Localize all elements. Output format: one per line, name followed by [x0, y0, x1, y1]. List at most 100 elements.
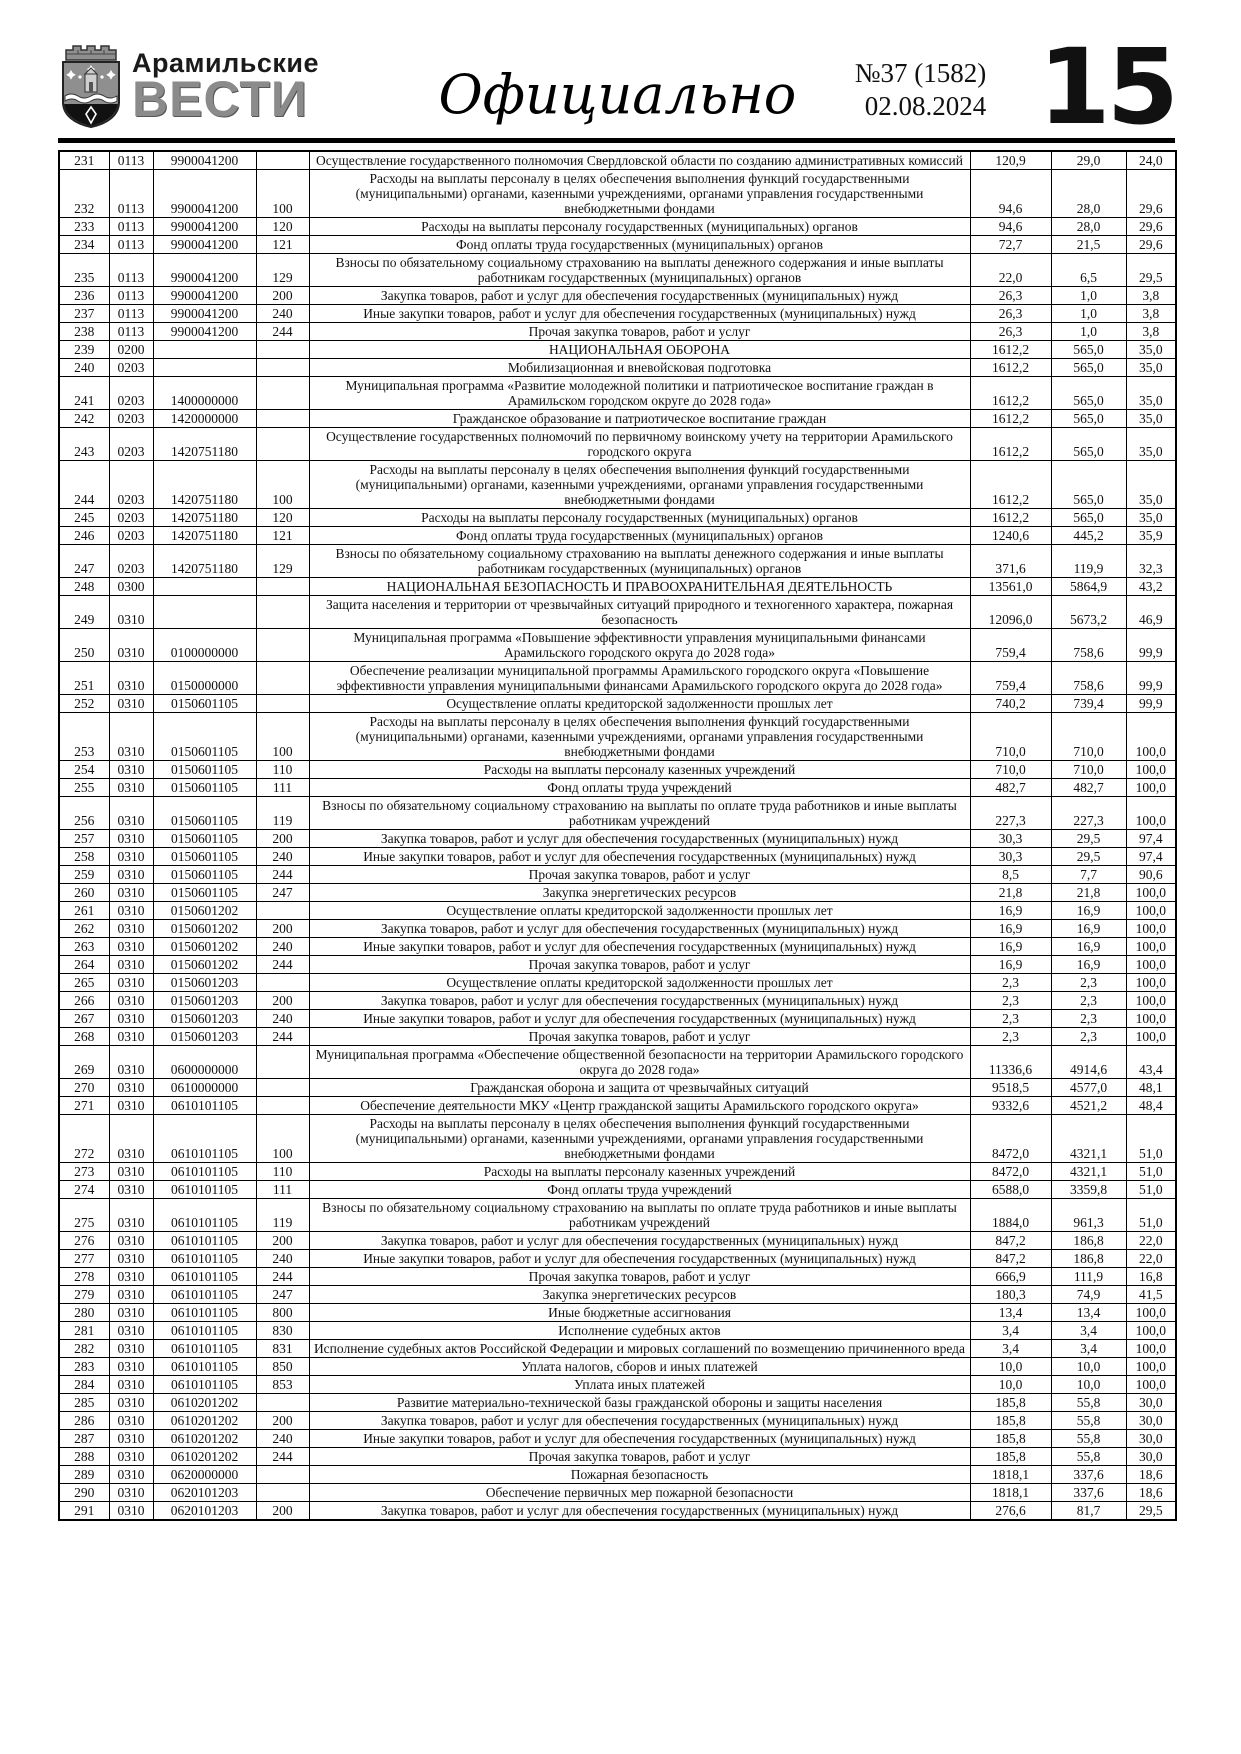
- percent-cell: 100,0: [1125, 937, 1177, 956]
- table-row: 268 0310 0150601203 244 Прочая закупка товар…: [58, 1027, 1177, 1046]
- table-row: 249 0310 Защита населения и территории от …: [58, 595, 1177, 629]
- executed-cell: 29,5: [1050, 829, 1127, 848]
- executed-cell: 758,6: [1050, 628, 1127, 662]
- row-number-cell: 238: [58, 322, 110, 341]
- plan-cell: 30,3: [969, 847, 1052, 866]
- target-article-cell: 0150601203: [152, 973, 257, 992]
- table-row: 234 0113 9900041200 121 Фонд оплаты труда го…: [58, 235, 1177, 254]
- expense-type-cell: 129: [255, 544, 310, 578]
- percent-cell: 29,5: [1125, 1501, 1177, 1521]
- name-cell: Муниципальная программа «Обеспечение общ…: [308, 1045, 971, 1079]
- plan-cell: 847,2: [969, 1249, 1052, 1268]
- executed-cell: 186,8: [1050, 1249, 1127, 1268]
- table-row: 284 0310 0610101105 853 Уплата иных платежей…: [58, 1375, 1177, 1394]
- row-number-cell: 268: [58, 1027, 110, 1046]
- target-article-cell: 1420751180: [152, 460, 257, 509]
- executed-cell: 7,7: [1050, 865, 1127, 884]
- section-code-cell: 0310: [108, 1501, 154, 1521]
- target-article-cell: 9900041200: [152, 304, 257, 323]
- percent-cell: 46,9: [1125, 595, 1177, 629]
- table-row: 259 0310 0150601105 244 Прочая закупка товар…: [58, 865, 1177, 884]
- row-number-cell: 248: [58, 577, 110, 596]
- plan-cell: 759,4: [969, 661, 1052, 695]
- section-code-cell: 0300: [108, 577, 154, 596]
- executed-cell: 29,5: [1050, 847, 1127, 866]
- table-row: 286 0310 0610201202 200 Закупка товаров, раб…: [58, 1411, 1177, 1430]
- row-number-cell: 282: [58, 1339, 110, 1358]
- section-code-cell: 0310: [108, 1162, 154, 1181]
- table-row: 285 0310 0610201202 Развитие материально-те…: [58, 1393, 1177, 1412]
- row-number-cell: 246: [58, 526, 110, 545]
- row-number-cell: 285: [58, 1393, 110, 1412]
- plan-cell: 185,8: [969, 1429, 1052, 1448]
- table-row: 239 0200 НАЦИОНАЛЬНАЯ ОБОРОНА 1612,2 565,0 35…: [58, 340, 1177, 359]
- name-cell: Уплата налогов, сборов и иных платежей: [308, 1357, 971, 1376]
- percent-cell: 100,0: [1125, 1357, 1177, 1376]
- name-cell: НАЦИОНАЛЬНАЯ БЕЗОПАСНОСТЬ И ПРАВООХРАНИТ…: [308, 577, 971, 596]
- section-code-cell: 0310: [108, 1231, 154, 1250]
- expense-type-cell: [255, 694, 310, 713]
- percent-cell: 48,1: [1125, 1078, 1177, 1097]
- percent-cell: 35,0: [1125, 460, 1177, 509]
- executed-cell: 55,8: [1050, 1429, 1127, 1448]
- expense-type-cell: 111: [255, 1180, 310, 1199]
- row-number-cell: 239: [58, 340, 110, 359]
- expense-type-cell: 200: [255, 919, 310, 938]
- executed-cell: 2,3: [1050, 1027, 1127, 1046]
- name-cell: Иные закупки товаров, работ и услуг для …: [308, 847, 971, 866]
- percent-cell: 29,6: [1125, 169, 1177, 218]
- name-cell: Иные закупки товаров, работ и услуг для …: [308, 1249, 971, 1268]
- table-row: 257 0310 0150601105 200 Закупка товаров, раб…: [58, 829, 1177, 848]
- row-number-cell: 281: [58, 1321, 110, 1340]
- expense-type-cell: 120: [255, 217, 310, 236]
- expense-type-cell: 110: [255, 1162, 310, 1181]
- executed-cell: 5864,9: [1050, 577, 1127, 596]
- plan-cell: 10,0: [969, 1357, 1052, 1376]
- percent-cell: 51,0: [1125, 1180, 1177, 1199]
- name-cell: Расходы на выплаты персоналу в целях обе…: [308, 460, 971, 509]
- expense-type-cell: 200: [255, 1501, 310, 1521]
- section-code-cell: 0310: [108, 955, 154, 974]
- executed-cell: 565,0: [1050, 409, 1127, 428]
- row-number-cell: 266: [58, 991, 110, 1010]
- section-code-cell: 0310: [108, 796, 154, 830]
- executed-cell: 565,0: [1050, 427, 1127, 461]
- percent-cell: 100,0: [1125, 1303, 1177, 1322]
- plan-cell: 12096,0: [969, 595, 1052, 629]
- target-article-cell: 0610101105: [152, 1231, 257, 1250]
- section-code-cell: 0310: [108, 1447, 154, 1466]
- table-row: 238 0113 9900041200 244 Прочая закупка товар…: [58, 322, 1177, 341]
- section-code-cell: 0310: [108, 1393, 154, 1412]
- percent-cell: 29,5: [1125, 253, 1177, 287]
- name-cell: Взносы по обязательному социальному стра…: [308, 1198, 971, 1232]
- table-row: 253 0310 0150601105 100 Расходы на выплаты п…: [58, 712, 1177, 761]
- table-row: 272 0310 0610101105 100 Расходы на выплаты п…: [58, 1114, 1177, 1163]
- expense-type-cell: [255, 1096, 310, 1115]
- percent-cell: 51,0: [1125, 1162, 1177, 1181]
- row-number-cell: 280: [58, 1303, 110, 1322]
- percent-cell: 100,0: [1125, 973, 1177, 992]
- plan-cell: 16,9: [969, 919, 1052, 938]
- name-cell: Обеспечение первичных мер пожарной безоп…: [308, 1483, 971, 1502]
- section-code-cell: 0113: [108, 253, 154, 287]
- row-number-cell: 270: [58, 1078, 110, 1097]
- name-cell: Взносы по обязательному социальному стра…: [308, 796, 971, 830]
- row-number-cell: 237: [58, 304, 110, 323]
- percent-cell: 41,5: [1125, 1285, 1177, 1304]
- percent-cell: 100,0: [1125, 955, 1177, 974]
- target-article-cell: 0620000000: [152, 1465, 257, 1484]
- row-number-cell: 259: [58, 865, 110, 884]
- target-article-cell: 0150601202: [152, 919, 257, 938]
- target-article-cell: 0150601105: [152, 796, 257, 830]
- executed-cell: 3359,8: [1050, 1180, 1127, 1199]
- plan-cell: 1612,2: [969, 460, 1052, 509]
- row-number-cell: 262: [58, 919, 110, 938]
- percent-cell: 35,0: [1125, 409, 1177, 428]
- executed-cell: 28,0: [1050, 169, 1127, 218]
- row-number-cell: 252: [58, 694, 110, 713]
- section-code-cell: 0203: [108, 460, 154, 509]
- target-article-cell: 0610101105: [152, 1375, 257, 1394]
- percent-cell: 18,6: [1125, 1465, 1177, 1484]
- plan-cell: 1612,2: [969, 427, 1052, 461]
- section-code-cell: 0310: [108, 829, 154, 848]
